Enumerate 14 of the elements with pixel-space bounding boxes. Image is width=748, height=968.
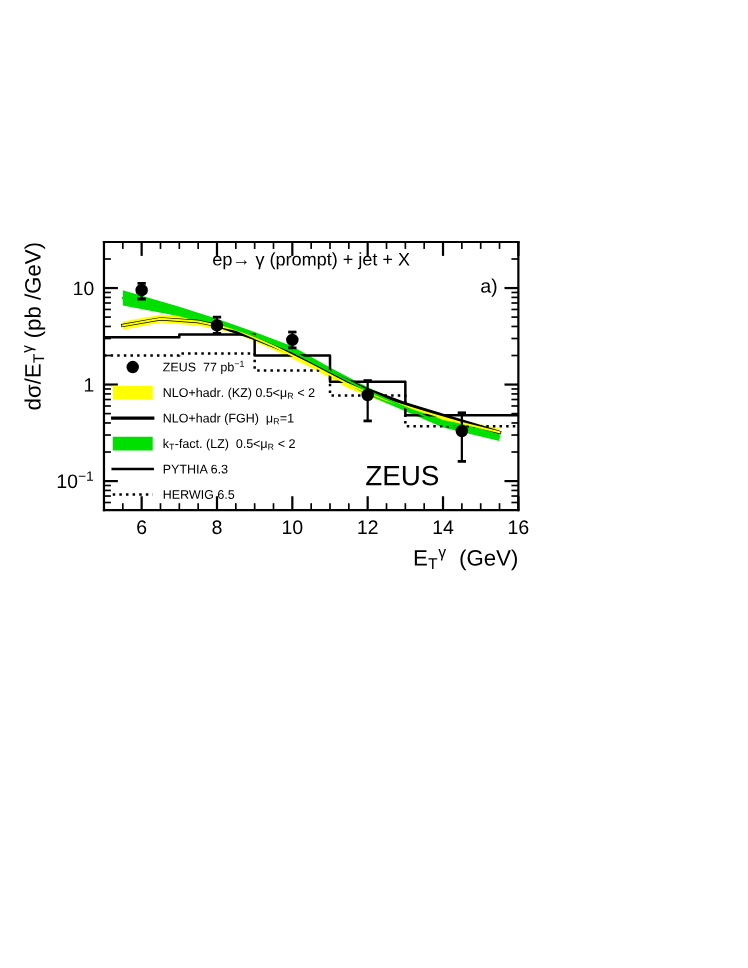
x-tick-label: 10 [283,520,303,535]
annotation: a) [481,278,497,297]
annotation: ZEUS [366,465,439,486]
x-tick-label: 12 [358,520,378,534]
x-axis-title: E$_{T}$$^{γ}$ (GeV) [414,549,517,571]
y-tick-label: 10$^{−1}$ [57,471,93,489]
y-tick-label: 10 [74,281,94,296]
annotation: ep→ γ (prompt) + jet + X [213,252,410,270]
x-tick-label: 6 [137,520,147,535]
x-tick-label: 14 [433,520,454,534]
x-tick-label: 8 [212,520,222,535]
x-tick-label: 16 [509,520,529,535]
y-tick-label: 1 [84,378,94,392]
y-axis-title: dσ/E$_{T}$$^{γ}$ (pb /GeV) [24,243,46,410]
